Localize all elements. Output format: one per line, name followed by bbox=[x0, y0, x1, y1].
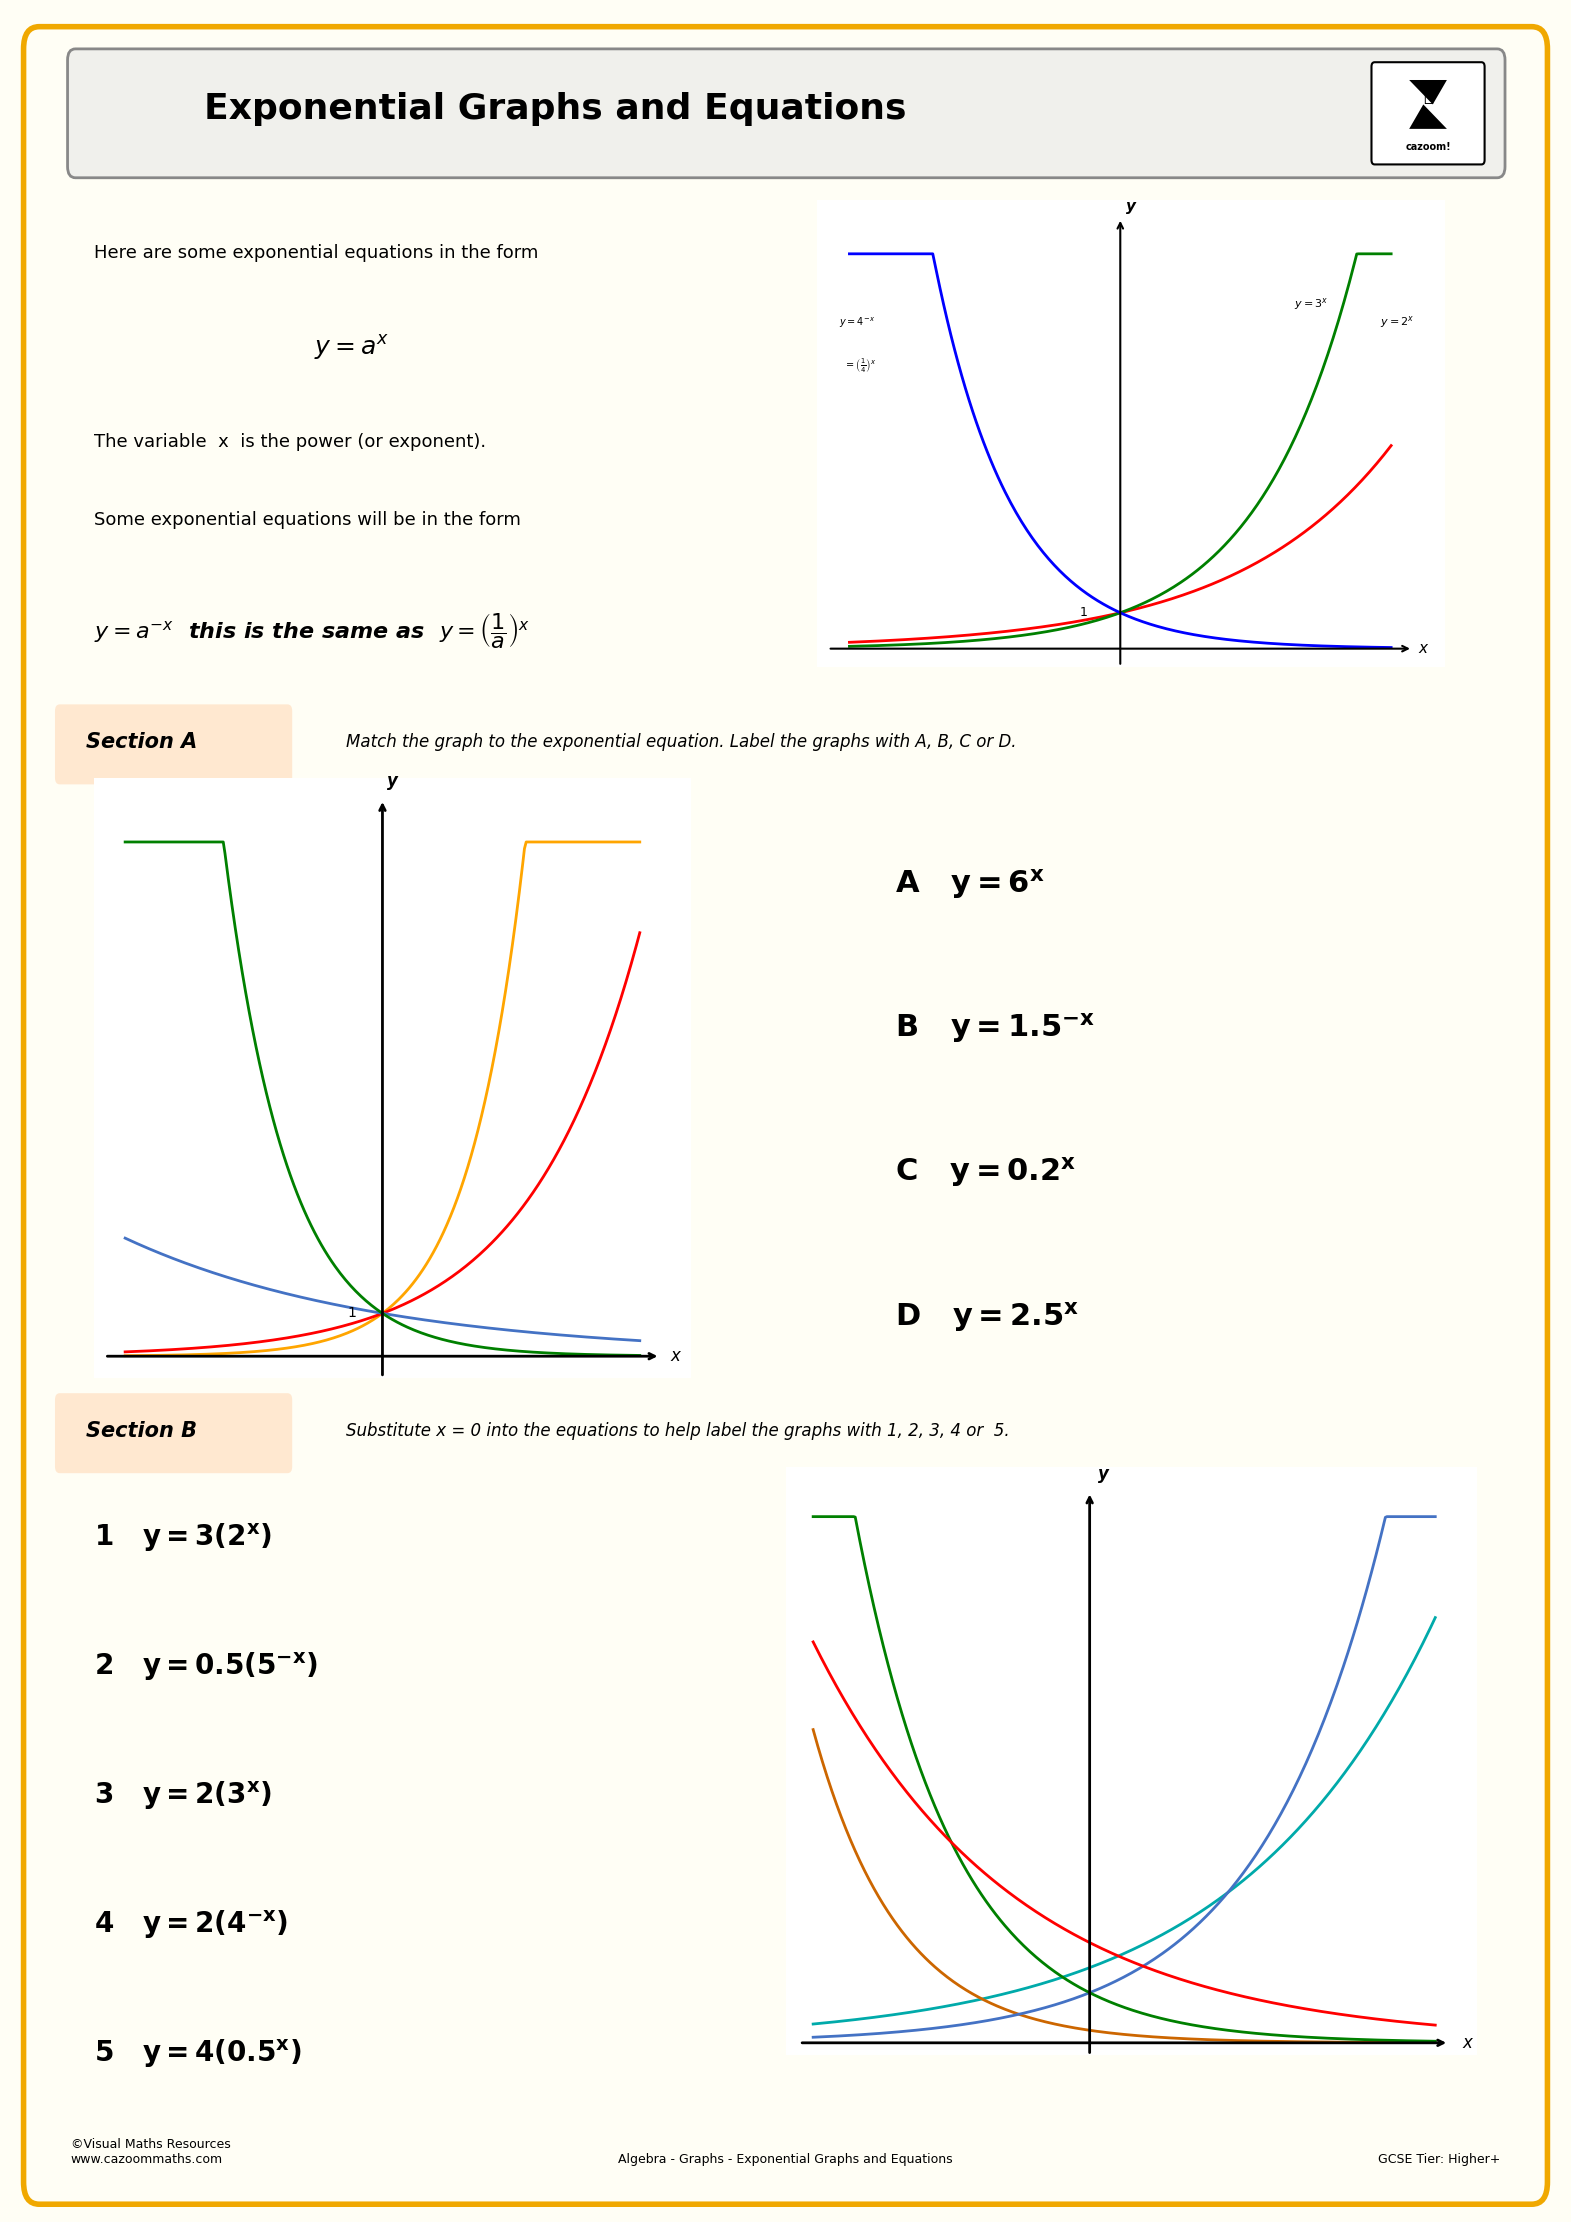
Text: $y = a^x$: $y = a^x$ bbox=[314, 333, 390, 362]
Polygon shape bbox=[1409, 104, 1447, 129]
Text: y: y bbox=[1126, 198, 1136, 213]
Text: y: y bbox=[1098, 1464, 1109, 1482]
FancyBboxPatch shape bbox=[55, 1393, 292, 1473]
Text: The variable  x  is the power (or exponent).: The variable x is the power (or exponent… bbox=[94, 433, 487, 451]
Text: 1: 1 bbox=[347, 1307, 357, 1320]
Text: $y = 2^x$: $y = 2^x$ bbox=[1381, 313, 1414, 331]
Text: Algebra - Graphs - Exponential Graphs and Equations: Algebra - Graphs - Exponential Graphs an… bbox=[617, 2153, 954, 2166]
FancyBboxPatch shape bbox=[1371, 62, 1485, 164]
Text: $y = 3^x$: $y = 3^x$ bbox=[1293, 296, 1327, 313]
Text: x: x bbox=[1419, 642, 1426, 655]
Text: $y = 4^{-x}$: $y = 4^{-x}$ bbox=[839, 316, 875, 329]
Text: Match the graph to the exponential equation. Label the graphs with A, B, C or D.: Match the graph to the exponential equat… bbox=[346, 733, 1016, 751]
Text: y: y bbox=[388, 773, 397, 791]
Text: $\mathbf{C}$   $\mathbf{y = 0.2^x}$: $\mathbf{C}$ $\mathbf{y = 0.2^x}$ bbox=[895, 1155, 1076, 1189]
Text: cazoom!: cazoom! bbox=[1404, 142, 1452, 151]
Text: $\mathbf{3}$   $\mathbf{y = 2(3^x)}$: $\mathbf{3}$ $\mathbf{y = 2(3^x)}$ bbox=[94, 1780, 272, 1813]
FancyBboxPatch shape bbox=[68, 49, 1505, 178]
Text: Exponential Graphs and Equations: Exponential Graphs and Equations bbox=[204, 91, 906, 127]
Polygon shape bbox=[1409, 80, 1447, 104]
Text: 1: 1 bbox=[1079, 607, 1087, 620]
Text: GCSE Tier: Higher+: GCSE Tier: Higher+ bbox=[1378, 2153, 1500, 2166]
FancyBboxPatch shape bbox=[55, 704, 292, 784]
FancyBboxPatch shape bbox=[24, 27, 1547, 2204]
Text: $\mathbf{D}$   $\mathbf{y = 2.5^x}$: $\mathbf{D}$ $\mathbf{y = 2.5^x}$ bbox=[895, 1300, 1079, 1333]
Text: $\mathbf{5}$   $\mathbf{y = 4(0.5^x)}$: $\mathbf{5}$ $\mathbf{y = 4(0.5^x)}$ bbox=[94, 2038, 302, 2071]
Text: $\mathbf{2}$   $\mathbf{y = 0.5(5^{-x})}$: $\mathbf{2}$ $\mathbf{y = 0.5(5^{-x})}$ bbox=[94, 1651, 317, 1684]
Text: $\mathbf{B}$   $\mathbf{y = 1.5^{-x}}$: $\mathbf{B}$ $\mathbf{y = 1.5^{-x}}$ bbox=[895, 1011, 1095, 1044]
Text: ©Visual Maths Resources
www.cazoommaths.com: ©Visual Maths Resources www.cazoommaths.… bbox=[71, 2138, 231, 2166]
Text: Section A: Section A bbox=[86, 731, 198, 753]
Text: x: x bbox=[671, 1347, 680, 1364]
Text: $\mathbf{1}$   $\mathbf{y = 3(2^x)}$: $\mathbf{1}$ $\mathbf{y = 3(2^x)}$ bbox=[94, 1522, 272, 1555]
Text: $= \left(\frac{1}{4}\right)^x$: $= \left(\frac{1}{4}\right)^x$ bbox=[844, 356, 877, 376]
Text: Some exponential equations will be in the form: Some exponential equations will be in th… bbox=[94, 511, 522, 529]
Text: Here are some exponential equations in the form: Here are some exponential equations in t… bbox=[94, 244, 539, 262]
Text: x: x bbox=[1463, 2033, 1472, 2051]
Text: $\mathbf{4}$   $\mathbf{y = 2(4^{-x})}$: $\mathbf{4}$ $\mathbf{y = 2(4^{-x})}$ bbox=[94, 1909, 287, 1942]
Text: $\mathbf{A}$   $\mathbf{y = 6^x}$: $\mathbf{A}$ $\mathbf{y = 6^x}$ bbox=[895, 867, 1045, 900]
Text: Substitute x = 0 into the equations to help label the graphs with 1, 2, 3, 4 or : Substitute x = 0 into the equations to h… bbox=[346, 1422, 1009, 1440]
Text: $y = a^{-x}$  this is the same as  $y = \left(\dfrac{1}{a}\right)^x$: $y = a^{-x}$ this is the same as $y = \l… bbox=[94, 611, 531, 651]
Text: Section B: Section B bbox=[86, 1420, 198, 1442]
Text: 🕛: 🕛 bbox=[1423, 87, 1433, 104]
